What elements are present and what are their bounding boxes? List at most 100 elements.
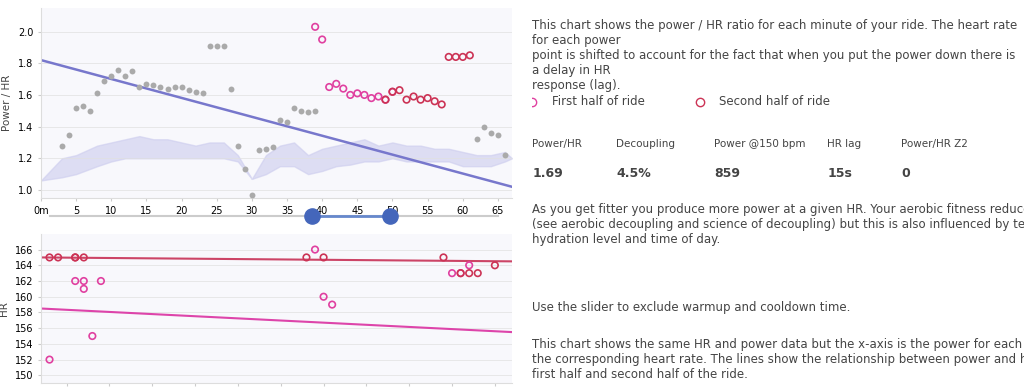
Point <box>303 213 319 219</box>
Point <box>377 97 393 103</box>
Point <box>384 89 400 95</box>
Point <box>138 81 155 87</box>
Text: Power/HR: Power/HR <box>532 139 583 149</box>
Point <box>324 301 340 308</box>
Text: Decoupling: Decoupling <box>616 139 675 149</box>
Point <box>461 270 477 276</box>
Point <box>82 108 98 114</box>
Point <box>54 142 71 149</box>
Point <box>93 278 110 284</box>
Point <box>286 104 302 111</box>
Text: As you get fitter you produce more power at a given HR. Your aerobic fitness red: As you get fitter you produce more power… <box>532 203 1024 246</box>
Point <box>482 130 499 136</box>
Point <box>435 254 452 260</box>
Point <box>298 254 314 260</box>
Point <box>453 270 469 276</box>
Text: This chart shows the power / HR ratio for each minute of your ride. The heart ra: This chart shows the power / HR ratio fo… <box>532 19 1018 92</box>
Point <box>356 92 373 98</box>
Point <box>195 90 211 97</box>
Point <box>180 87 197 93</box>
Point <box>111 66 127 73</box>
Point <box>406 93 422 100</box>
Point <box>391 87 408 93</box>
Point <box>258 146 274 152</box>
Point <box>265 144 282 150</box>
Point <box>364 95 380 101</box>
Point <box>307 24 324 30</box>
Point <box>443 270 460 276</box>
Point <box>314 36 331 43</box>
Point <box>153 84 169 90</box>
Point <box>271 117 288 124</box>
Point <box>160 86 176 92</box>
Text: Power @150 bpm: Power @150 bpm <box>715 139 806 149</box>
Point <box>455 54 471 60</box>
Point <box>67 278 83 284</box>
Point <box>229 142 246 149</box>
Text: Second half of ride: Second half of ride <box>719 95 830 108</box>
Point <box>440 54 457 60</box>
Point <box>76 286 92 292</box>
Point <box>426 98 442 104</box>
Point <box>349 90 366 97</box>
Point <box>216 43 232 49</box>
Point <box>251 147 267 154</box>
Text: Use the slider to exclude warmup and cooldown time.: Use the slider to exclude warmup and coo… <box>532 301 851 314</box>
Point <box>398 97 415 103</box>
Text: 0: 0 <box>901 167 910 180</box>
Point <box>166 84 182 90</box>
Point <box>321 84 337 90</box>
Point <box>486 262 503 268</box>
Point <box>476 124 493 130</box>
Point <box>469 136 485 142</box>
Point <box>447 54 464 60</box>
Point <box>342 92 358 98</box>
Point <box>470 270 486 276</box>
Point <box>76 254 92 260</box>
Point <box>50 254 67 260</box>
Point <box>76 278 92 284</box>
Point <box>315 294 332 300</box>
Text: Power/HR Z2: Power/HR Z2 <box>901 139 968 149</box>
Point <box>202 43 218 49</box>
Point <box>279 119 295 125</box>
Point <box>68 104 84 111</box>
Text: 1.69: 1.69 <box>532 167 563 180</box>
Point <box>67 254 83 260</box>
Point <box>335 86 351 92</box>
Point <box>84 333 100 339</box>
Y-axis label: Power / HR: Power / HR <box>2 75 12 131</box>
Point <box>315 254 332 260</box>
Point <box>461 262 477 268</box>
Point <box>67 254 83 260</box>
Text: 4.5%: 4.5% <box>616 167 651 180</box>
Point <box>497 152 513 158</box>
Point <box>89 90 105 97</box>
Point <box>222 86 239 92</box>
Point <box>41 254 57 260</box>
Text: This chart shows the same HR and power data but the x-axis is the power for each: This chart shows the same HR and power d… <box>532 338 1024 381</box>
Point <box>131 84 147 90</box>
Point <box>462 52 478 59</box>
Point <box>103 73 120 79</box>
Point <box>237 166 253 172</box>
Point <box>420 95 436 101</box>
Point <box>96 77 113 84</box>
Point <box>413 97 429 103</box>
Point <box>328 81 344 87</box>
Point <box>489 131 506 138</box>
Point <box>293 108 309 114</box>
Point <box>371 93 387 100</box>
Point <box>381 213 397 219</box>
Point <box>433 101 450 108</box>
Point <box>453 270 469 276</box>
Point <box>124 68 140 74</box>
Text: First half of ride: First half of ride <box>552 95 645 108</box>
Y-axis label: HR: HR <box>0 301 9 316</box>
Point <box>307 108 324 114</box>
Point <box>300 109 316 115</box>
Text: 15s: 15s <box>827 167 852 180</box>
Text: 859: 859 <box>715 167 740 180</box>
Point <box>60 131 77 138</box>
Point <box>307 246 324 253</box>
